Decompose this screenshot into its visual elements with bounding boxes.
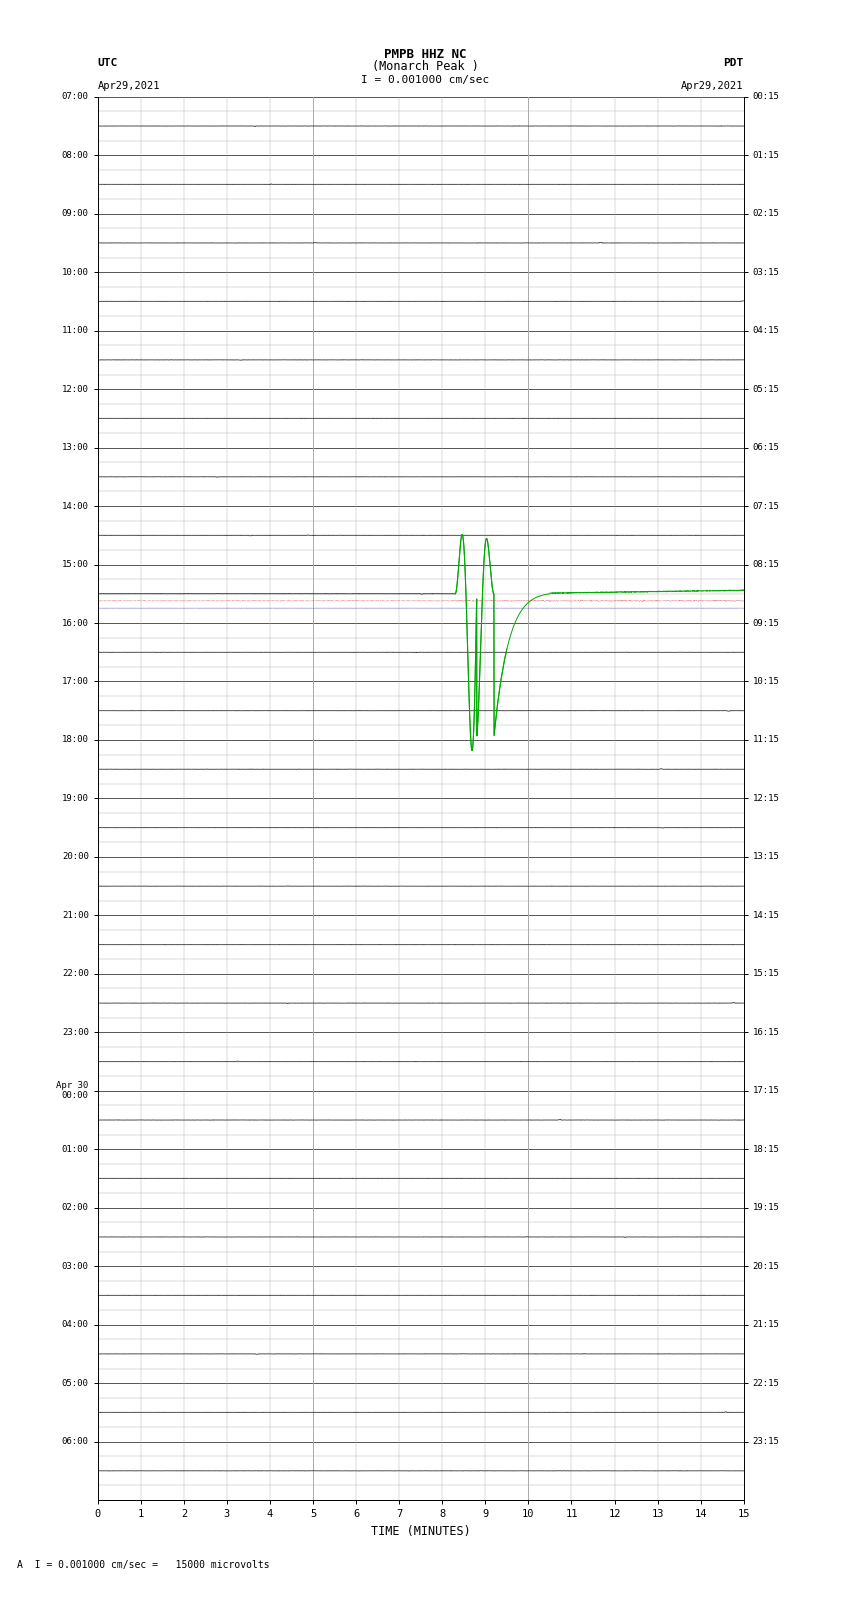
Text: Apr29,2021: Apr29,2021 <box>681 81 744 90</box>
Text: PDT: PDT <box>723 58 744 68</box>
Text: A  I = 0.001000 cm/sec =   15000 microvolts: A I = 0.001000 cm/sec = 15000 microvolts <box>17 1560 269 1569</box>
Text: UTC: UTC <box>98 58 118 68</box>
Text: PMPB HHZ NC: PMPB HHZ NC <box>383 48 467 61</box>
Text: (Monarch Peak ): (Monarch Peak ) <box>371 60 479 73</box>
Text: I = 0.001000 cm/sec: I = 0.001000 cm/sec <box>361 76 489 85</box>
X-axis label: TIME (MINUTES): TIME (MINUTES) <box>371 1524 471 1537</box>
Text: Apr29,2021: Apr29,2021 <box>98 81 161 90</box>
